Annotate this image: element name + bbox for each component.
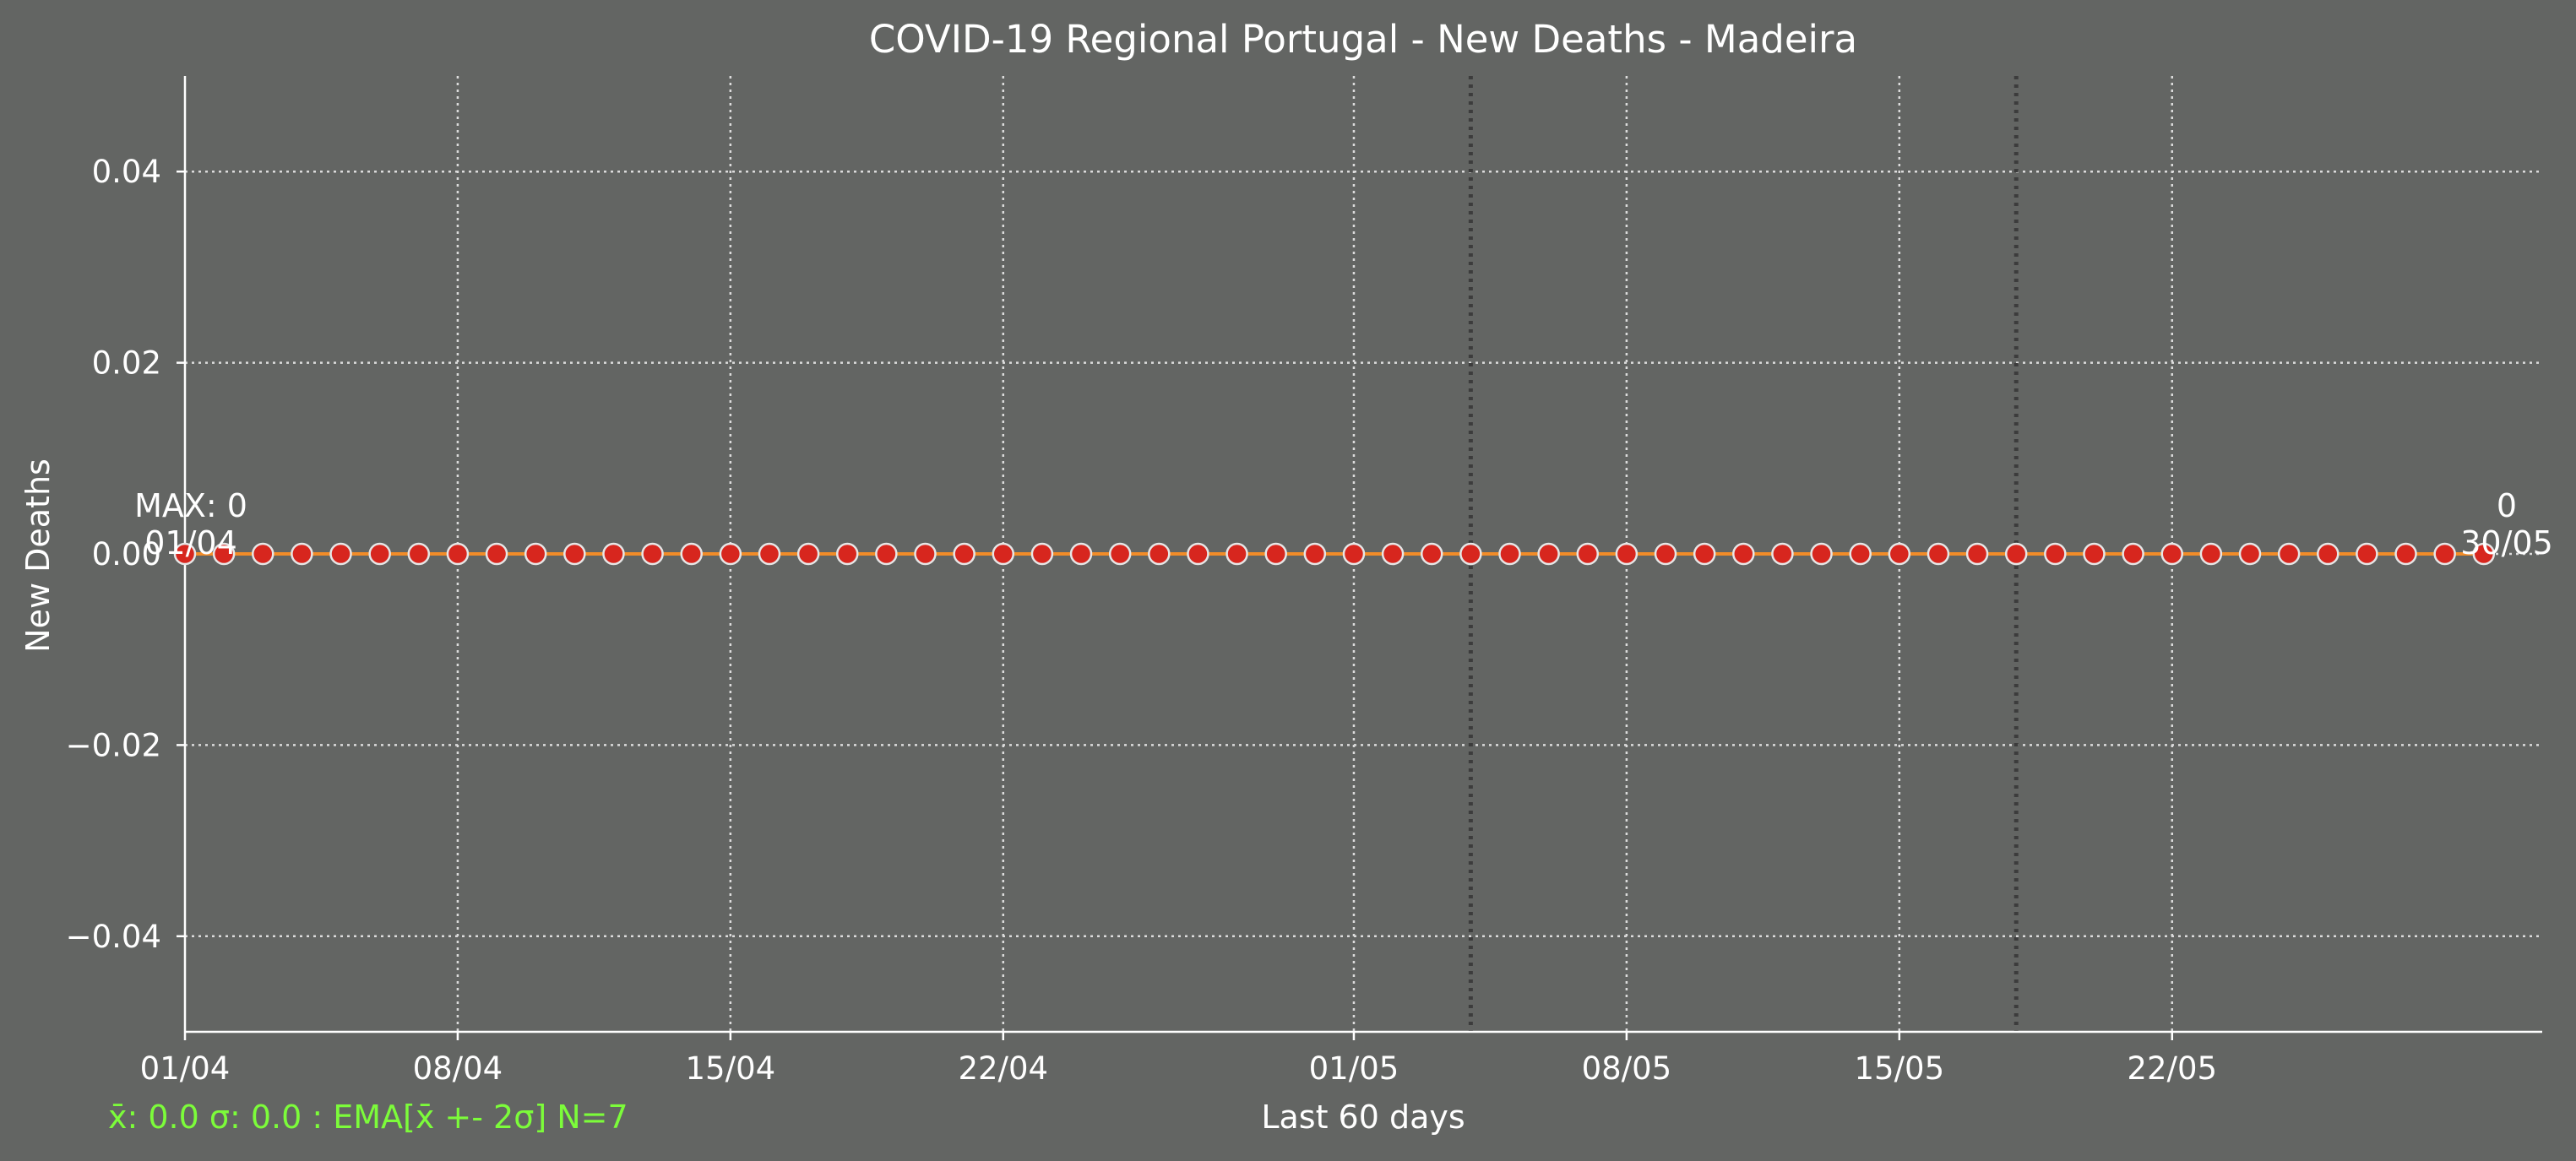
data-point [1927,542,1950,566]
data-point [2083,542,2106,566]
data-point [1342,542,1366,566]
data-point [2394,542,2417,566]
data-point [953,542,976,566]
data-point [1810,542,1833,566]
data-point [2472,542,2496,566]
data-point [1303,542,1327,566]
data-point [835,542,859,566]
max-annotation: MAX: 0 [134,487,247,524]
data-point [1732,542,1755,566]
data-point [1459,542,1482,566]
data-point [1537,542,1560,566]
y-axis-label: New Deaths [19,458,57,653]
data-point [2433,542,2456,566]
data-point [485,542,508,566]
data-point [1615,542,1639,566]
max-date-annotation: 01/04 [144,524,237,562]
vertical-marker-lines [1468,76,2019,1032]
x-tick-label: 01/04 [140,1050,231,1087]
y-tick-label: −0.02 [66,727,161,763]
data-point [1187,542,1209,566]
data-point [2356,542,2378,566]
x-tick-label: 15/04 [686,1050,776,1087]
data-point [1226,542,1248,566]
data-point [368,542,391,566]
tick-labels: 0.04 0.02 0.00 −0.02 −0.04 01/04 08/04 15/04 22/… [66,154,2217,1087]
data-point [1108,542,1132,566]
data-point [2199,542,2223,566]
x-tick-label: 22/04 [958,1050,1048,1087]
data-point [1576,542,1600,566]
data-point [2277,542,2301,566]
data-point [291,542,313,566]
data-point [1069,542,1093,566]
data-point [407,542,431,566]
data-point [758,542,781,566]
data-point [446,542,470,566]
data-point [329,542,352,566]
data-point [212,542,236,566]
data-point [1498,542,1521,566]
data-point [1148,542,1171,566]
series-layer [173,542,2496,566]
data-point [641,542,664,566]
data-point [1264,542,1287,566]
y-tick-label: −0.04 [66,919,161,955]
last-value-annotation: 0 [2497,487,2517,524]
data-point [1965,542,1989,566]
data-point [563,542,586,566]
y-tick-label: 0.00 [92,536,161,572]
x-axis-label: Last 60 days [1261,1099,1465,1136]
stats-summary: x̄: 0.0 σ: 0.0 : EMA[x̄ +- 2σ] N=7 [108,1099,628,1136]
x-tick-label: 22/05 [2127,1050,2217,1087]
data-point [1771,542,1794,566]
data-point [719,542,742,566]
data-point [796,542,820,566]
data-point [1030,542,1054,566]
data-point [2122,542,2144,566]
x-tick-label: 08/05 [1582,1050,1672,1087]
data-point [1693,542,1716,566]
data-point [2004,542,2028,566]
y-tick-label: 0.04 [92,154,161,190]
data-point [173,542,197,566]
data-point [1420,542,1443,566]
data-point [875,542,898,566]
data-point [914,542,937,566]
data-point [1849,542,1872,566]
data-point [602,542,625,566]
data-point [2238,542,2262,566]
x-tick-label: 01/05 [1309,1050,1399,1087]
data-point [680,542,703,566]
data-point [1888,542,1911,566]
data-point [252,542,274,566]
x-tick-label: 08/04 [413,1050,503,1087]
x-tick-label: 15/05 [1854,1050,1944,1087]
data-point [1654,542,1677,566]
data-point [2044,542,2067,566]
data-point [992,542,1015,566]
y-tick-label: 0.02 [92,345,161,382]
data-point [2317,542,2340,566]
data-point [1381,542,1405,566]
data-point [2160,542,2183,566]
data-point [524,542,547,566]
chart-title: COVID-19 Regional Portugal - New Deaths … [869,17,1857,62]
last-date-annotation: 30/05 [2460,524,2553,562]
